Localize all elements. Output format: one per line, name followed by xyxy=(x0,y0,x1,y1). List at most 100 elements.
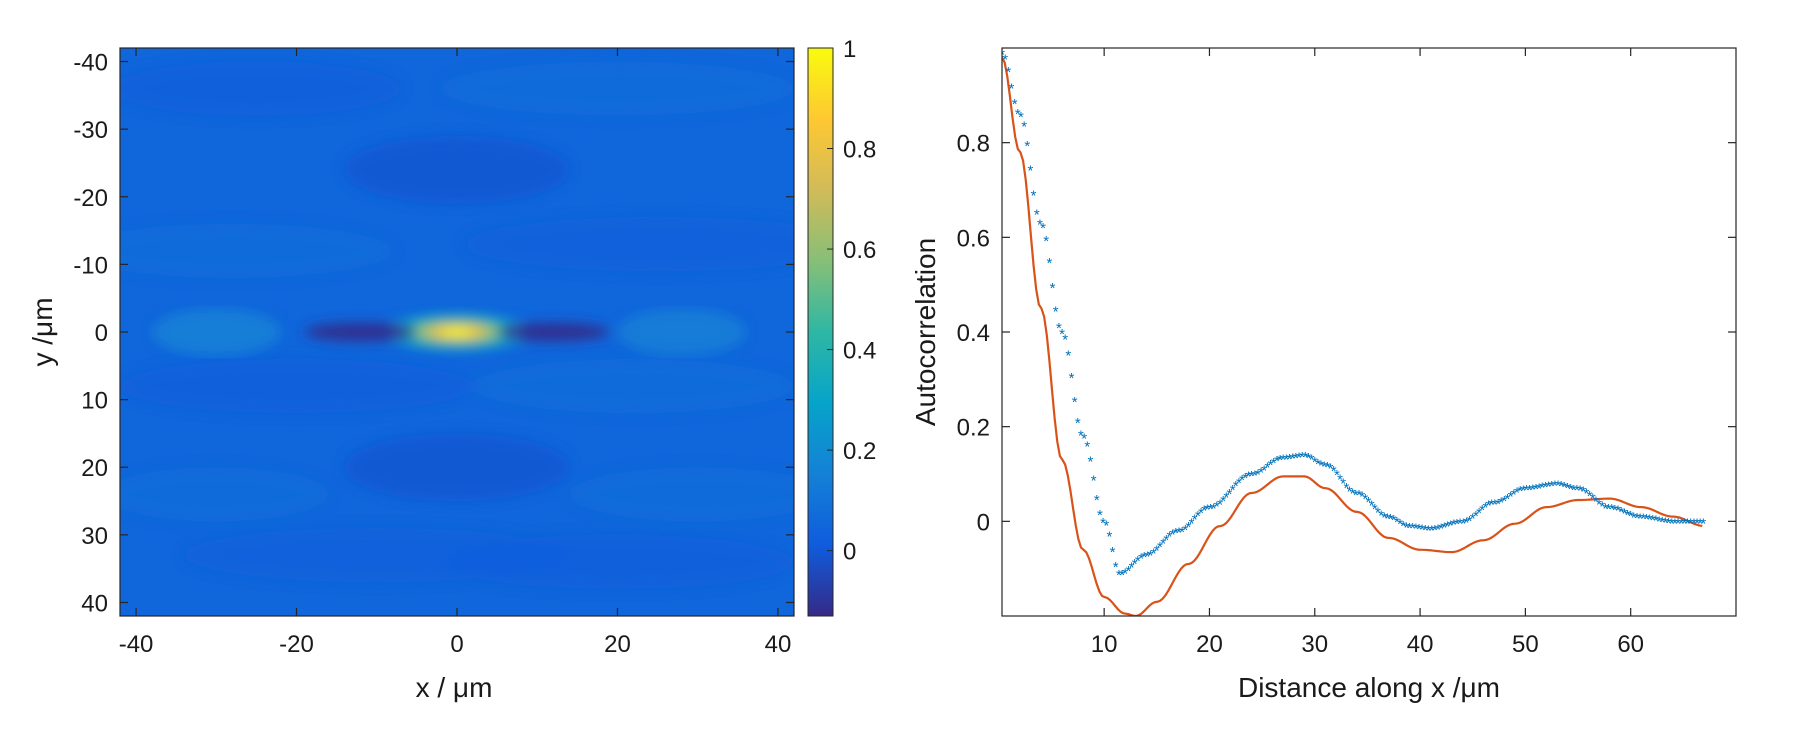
data-marker: * xyxy=(1062,332,1068,349)
data-marker: * xyxy=(1208,501,1214,518)
data-marker: * xyxy=(1486,498,1492,515)
data-marker: * xyxy=(1081,431,1087,448)
data-marker: * xyxy=(1028,163,1034,180)
data-marker: * xyxy=(1381,510,1387,527)
data-marker: * xyxy=(1347,483,1353,500)
data-marker: * xyxy=(1546,478,1552,495)
line-panel: ****************************************… xyxy=(910,47,1737,703)
data-marker: * xyxy=(1419,522,1425,539)
heatmap-x-tick-label: -40 xyxy=(119,631,154,658)
line-x-ticks: 10 20 30 40 50 60 xyxy=(1091,48,1644,658)
data-marker: * xyxy=(1170,526,1176,543)
heatmap-x-tick-label: 40 xyxy=(765,631,792,658)
data-marker: * xyxy=(1587,488,1593,505)
data-marker: * xyxy=(1549,478,1555,495)
data-marker: * xyxy=(1675,515,1681,532)
data-marker: * xyxy=(1353,487,1359,504)
data-marker: * xyxy=(1593,494,1599,511)
data-marker: * xyxy=(1331,463,1337,480)
data-marker: * xyxy=(1524,482,1530,499)
data-marker: * xyxy=(1088,453,1094,470)
data-marker: * xyxy=(1366,494,1372,511)
data-marker: * xyxy=(1264,460,1270,477)
data-marker: * xyxy=(1609,501,1615,518)
data-marker: * xyxy=(1533,481,1539,498)
data-marker: * xyxy=(1615,503,1621,520)
data-marker: * xyxy=(1505,491,1511,508)
heatmap-x-ticks: -40 -20 0 20 40 xyxy=(119,48,792,658)
data-marker: * xyxy=(1672,515,1678,532)
data-marker: * xyxy=(1113,559,1119,576)
heatmap-y-tick-label: 40 xyxy=(81,590,108,617)
data-marker: * xyxy=(1072,394,1078,411)
data-marker: * xyxy=(1021,119,1027,136)
data-marker: * xyxy=(1122,566,1128,583)
data-marker: * xyxy=(1293,450,1299,467)
data-marker: * xyxy=(1160,535,1166,552)
data-marker: * xyxy=(1141,549,1147,566)
line-x-tick-label: 30 xyxy=(1301,631,1328,658)
data-marker: * xyxy=(1602,500,1608,517)
data-marker: * xyxy=(1479,502,1485,519)
heatmap-lobe xyxy=(152,308,281,356)
data-marker: * xyxy=(1489,497,1495,514)
data-marker: * xyxy=(1637,511,1643,528)
data-marker: * xyxy=(1438,521,1444,538)
heatmap-y-tick-label: -40 xyxy=(73,50,108,77)
data-markers: ****************************************… xyxy=(999,47,1706,584)
data-marker: * xyxy=(1075,415,1081,432)
data-marker: * xyxy=(1634,510,1640,527)
data-marker: * xyxy=(1628,508,1634,525)
data-marker: * xyxy=(1501,493,1507,510)
data-marker: * xyxy=(1034,207,1040,224)
data-marker: * xyxy=(1590,491,1596,508)
data-marker: * xyxy=(1129,560,1135,577)
data-marker: * xyxy=(1656,513,1662,530)
data-marker: * xyxy=(1568,481,1574,498)
data-marker: * xyxy=(1132,556,1138,573)
data-marker: * xyxy=(1577,482,1583,499)
heatmap-lobe xyxy=(497,323,610,341)
line-x-tick-label: 10 xyxy=(1091,631,1118,658)
heatmap-y-tick-label: -20 xyxy=(73,185,108,212)
data-marker: * xyxy=(1094,492,1100,509)
data-marker: * xyxy=(1640,511,1646,528)
data-marker: * xyxy=(1539,480,1545,497)
data-marker: * xyxy=(1321,458,1327,475)
data-marker: * xyxy=(1445,519,1451,536)
colorbar-tick-label: 0.4 xyxy=(843,338,876,365)
data-marker: * xyxy=(1116,567,1122,584)
data-marker: * xyxy=(1669,515,1675,532)
data-marker: * xyxy=(999,47,1005,64)
data-marker: * xyxy=(1031,187,1037,204)
data-marker: * xyxy=(1148,547,1154,564)
data-marker: * xyxy=(1691,515,1697,532)
data-marker: * xyxy=(1201,503,1207,520)
data-marker: * xyxy=(1356,487,1362,504)
line-y-tick-label: 0.6 xyxy=(957,225,990,252)
data-marker: * xyxy=(1476,505,1482,522)
data-marker: * xyxy=(1015,106,1021,123)
data-marker: * xyxy=(1666,515,1672,532)
data-marker: * xyxy=(1065,347,1071,364)
heatmap-panel: -40 -20 0 20 40 -40 -30 -20 -10 0 10 20 30 40 x / μm… xyxy=(27,47,795,703)
heatmap-peak xyxy=(384,313,530,351)
heatmap-x-tick-label: 20 xyxy=(604,631,631,658)
data-marker: * xyxy=(1233,478,1239,495)
data-marker: * xyxy=(1255,466,1261,483)
colorbar-tick-label: 0 xyxy=(843,539,856,566)
data-marker: * xyxy=(1220,493,1226,510)
data-marker: * xyxy=(1182,522,1188,539)
colorbar-tick-label: 1 xyxy=(843,36,856,63)
data-marker: * xyxy=(1410,520,1416,537)
data-marker: * xyxy=(1403,520,1409,537)
colorbar-tick-label: 0.6 xyxy=(843,237,876,264)
data-marker: * xyxy=(1391,512,1397,529)
data-marker: * xyxy=(1195,508,1201,525)
data-marker: * xyxy=(1144,548,1150,565)
data-marker: * xyxy=(1659,514,1665,531)
data-marker: * xyxy=(1318,458,1324,475)
data-marker: * xyxy=(1663,515,1669,532)
data-marker: * xyxy=(1694,515,1700,532)
colorbar-tick-label: 0.2 xyxy=(843,438,876,465)
